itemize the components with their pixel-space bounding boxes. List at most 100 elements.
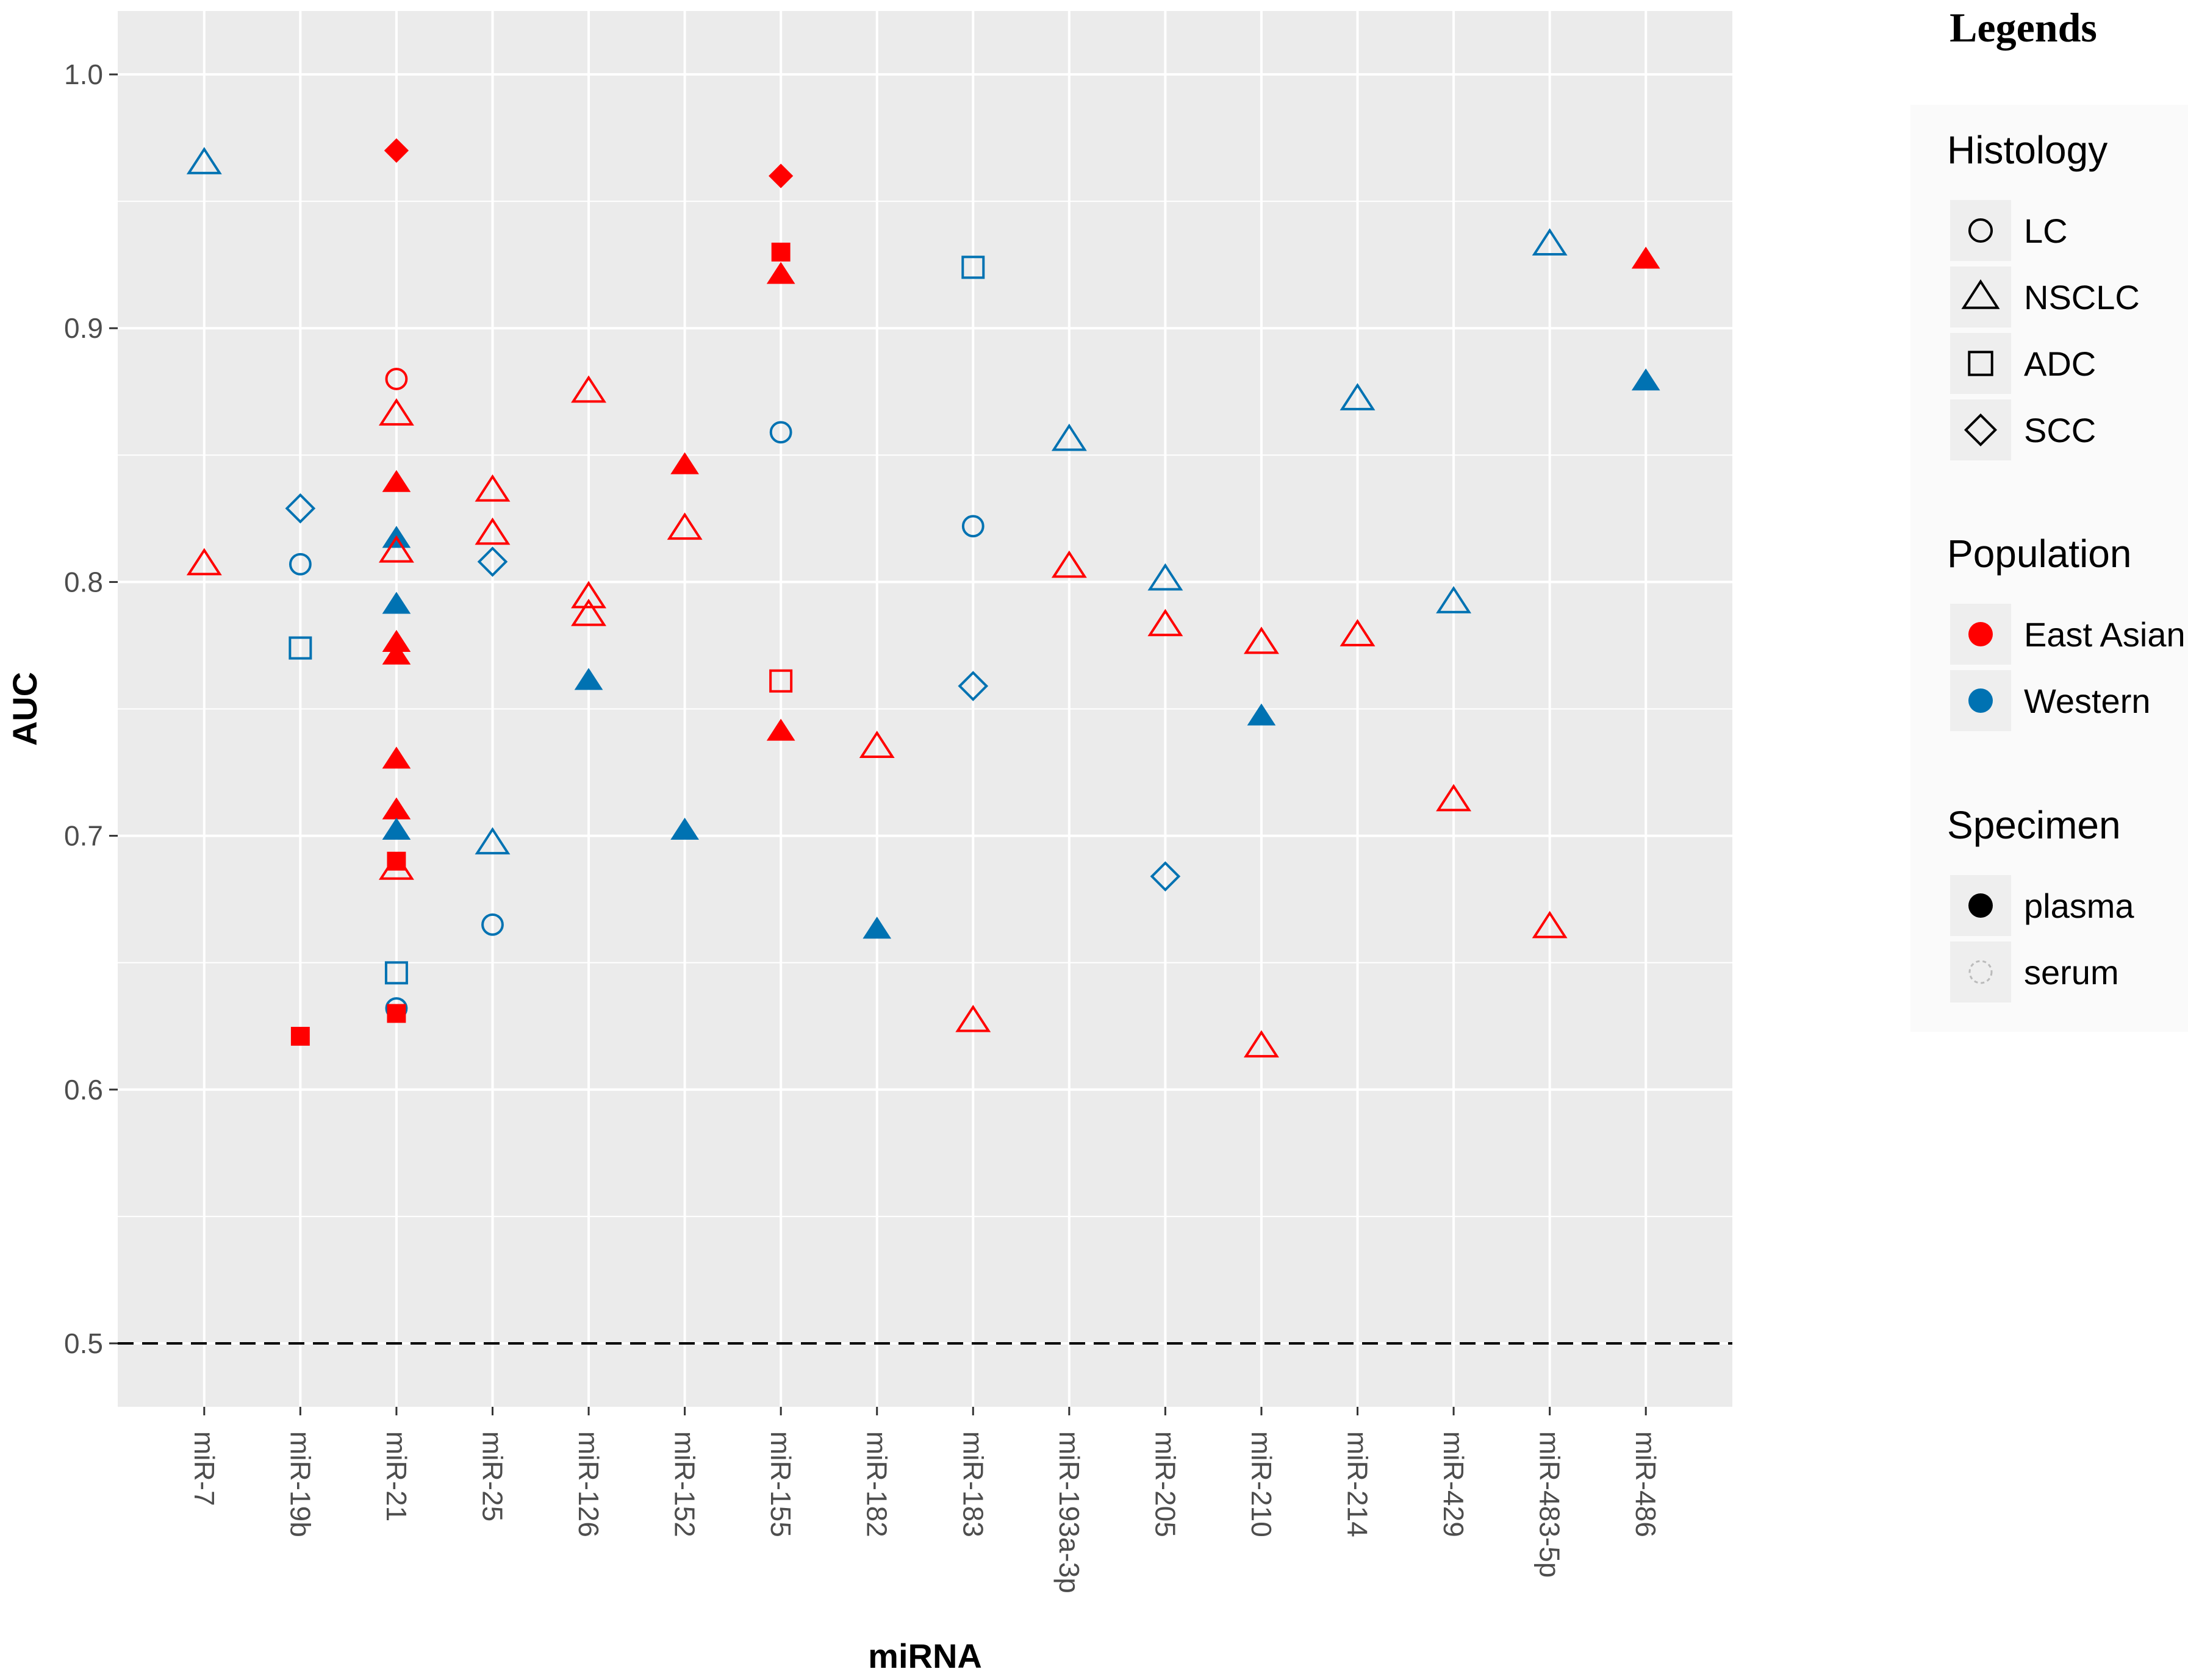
x-tick-label: miR-214 [1342,1431,1374,1537]
data-point [1051,423,1087,451]
data-point [1147,563,1183,591]
data-point [378,398,414,426]
legend-label: East Asian [2024,615,2186,654]
legend-triangle-icon [1961,279,2000,309]
x-tick-label: miR-21 [381,1431,412,1521]
legend-dot-icon [1968,622,1993,646]
y-tick-label: 0.8 [64,566,103,598]
data-point [385,368,408,390]
legend-label: ADC [2024,345,2096,383]
data-point [382,470,411,492]
x-tick-label: miR-155 [765,1431,797,1537]
data-point [1150,861,1181,892]
data-point [481,913,504,936]
y-axis-title: AUC [5,672,44,746]
x-tick-label: miR-19b [284,1431,316,1537]
data-point [290,1026,310,1046]
data-point [1532,910,1568,938]
y-tick-label: 0.5 [64,1328,103,1359]
y-tick-label: 0.6 [64,1074,103,1106]
data-point [571,375,607,403]
legend-square-icon [1968,351,1993,376]
data-point [1243,1030,1279,1058]
legend-title-population: Population [1947,532,2131,576]
x-tick-label: miR-210 [1246,1431,1277,1537]
legend: Legends Histology LC NSCLC ADC SCC Population E… [1910,4,2188,1032]
data-point [958,671,989,701]
data-point [769,669,793,693]
data-point [1340,619,1376,646]
data-point [186,147,222,174]
data-point [378,535,414,563]
data-point [1631,368,1660,391]
data-point [961,515,985,538]
data-point [1243,626,1279,654]
data-point [1532,228,1568,256]
data-point [378,853,414,880]
legend-key [1950,200,2011,261]
data-point [1340,383,1376,410]
data-point [475,474,511,502]
y-tick-label: 0.9 [64,312,103,344]
data-point [670,817,699,840]
legend-key [1950,399,2011,460]
data-point [1247,703,1276,726]
legend-key [1950,266,2011,327]
data-point [475,517,511,545]
data-point [961,256,985,279]
legend-dot-icon [1968,688,1993,713]
legend-label: Western [2024,682,2150,720]
axes: 0.5 0.6 0.7 0.8 0.9 1.0 miR-7 miR-19b miR-21 miR-… [5,59,1662,1675]
legend-circle-icon [1968,218,1993,243]
legends-heading: Legends [1949,4,2097,51]
data-point [289,552,312,576]
data-point [670,452,699,474]
data-point [571,598,607,626]
legend-label: NSCLC [2024,278,2140,316]
data-point [186,548,222,576]
data-point [574,668,603,690]
legend-label: SCC [2024,411,2096,449]
legend-title-specimen: Specimen [1947,803,2121,847]
x-tick-label: miR-7 [188,1431,220,1506]
data-point [387,1004,406,1023]
x-tick-label: miR-152 [669,1431,701,1537]
x-tick-label: miR-193a-3p [1053,1431,1085,1593]
y-tick-label: 1.0 [64,59,103,90]
x-tick-label: miR-183 [957,1431,989,1537]
x-tick-label: miR-25 [476,1431,508,1521]
legend-label: LC [2024,212,2068,250]
data-points [186,138,1660,1058]
legend-solid-icon [1968,893,1993,918]
y-tick-label: 0.7 [64,820,103,852]
data-point [766,718,795,741]
data-point [766,262,795,284]
data-point [1147,609,1183,637]
x-tick-label: miR-486 [1630,1431,1662,1537]
legend-title-histology: Histology [1947,128,2107,172]
legend-key [1950,942,2011,1003]
legend-label: plasma [2024,887,2134,925]
data-point [863,917,892,939]
data-point [285,493,316,524]
data-point [1436,784,1472,812]
x-tick-label: miR-429 [1438,1431,1469,1537]
data-point [571,581,607,609]
data-point [289,636,312,660]
data-point [667,512,703,540]
data-point [384,138,409,163]
data-point [955,1004,991,1032]
x-tick-label: miR-483-5p [1534,1431,1566,1578]
data-point [382,817,411,840]
data-point [384,961,408,985]
legend-diamond-icon [1964,413,1998,447]
legend-hollow-icon [1968,960,1993,984]
data-point [769,163,794,188]
x-tick-label: miR-205 [1149,1431,1181,1537]
data-point [769,421,792,444]
data-point [771,242,791,262]
data-point [382,642,411,665]
plot-panel [118,11,1732,1407]
data-point [859,731,895,759]
